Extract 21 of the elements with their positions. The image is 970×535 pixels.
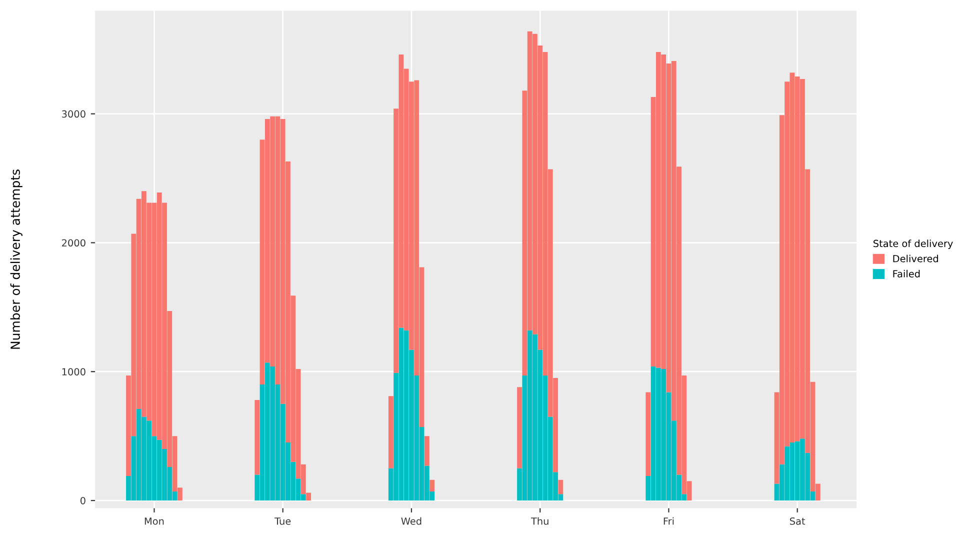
x-tick-label: Thu xyxy=(530,517,548,525)
bar xyxy=(646,392,651,476)
bar xyxy=(558,480,564,494)
x-tick-label: Tue xyxy=(274,518,291,525)
bar xyxy=(254,400,260,475)
bar xyxy=(424,436,430,466)
x-tick-label: Sat xyxy=(790,517,806,525)
bar xyxy=(388,396,394,468)
bar xyxy=(517,387,522,468)
bar xyxy=(430,480,434,492)
legend-label: Delivered xyxy=(893,254,938,262)
x-tick-label: Fri xyxy=(664,517,674,525)
x-tick-label: Wed xyxy=(401,517,422,525)
legend-title: State of delivery xyxy=(874,240,953,250)
y-tick-label: 0 xyxy=(80,496,86,504)
y-tick-label: 1000 xyxy=(62,368,86,376)
y-axis-title: Number of delivery attempts xyxy=(10,170,22,349)
legend-label: Failed xyxy=(893,270,920,278)
x-tick-label: Mon xyxy=(144,518,164,525)
y-tick-label: 2000 xyxy=(62,239,86,247)
y-tick-label: 3000 xyxy=(62,110,86,118)
